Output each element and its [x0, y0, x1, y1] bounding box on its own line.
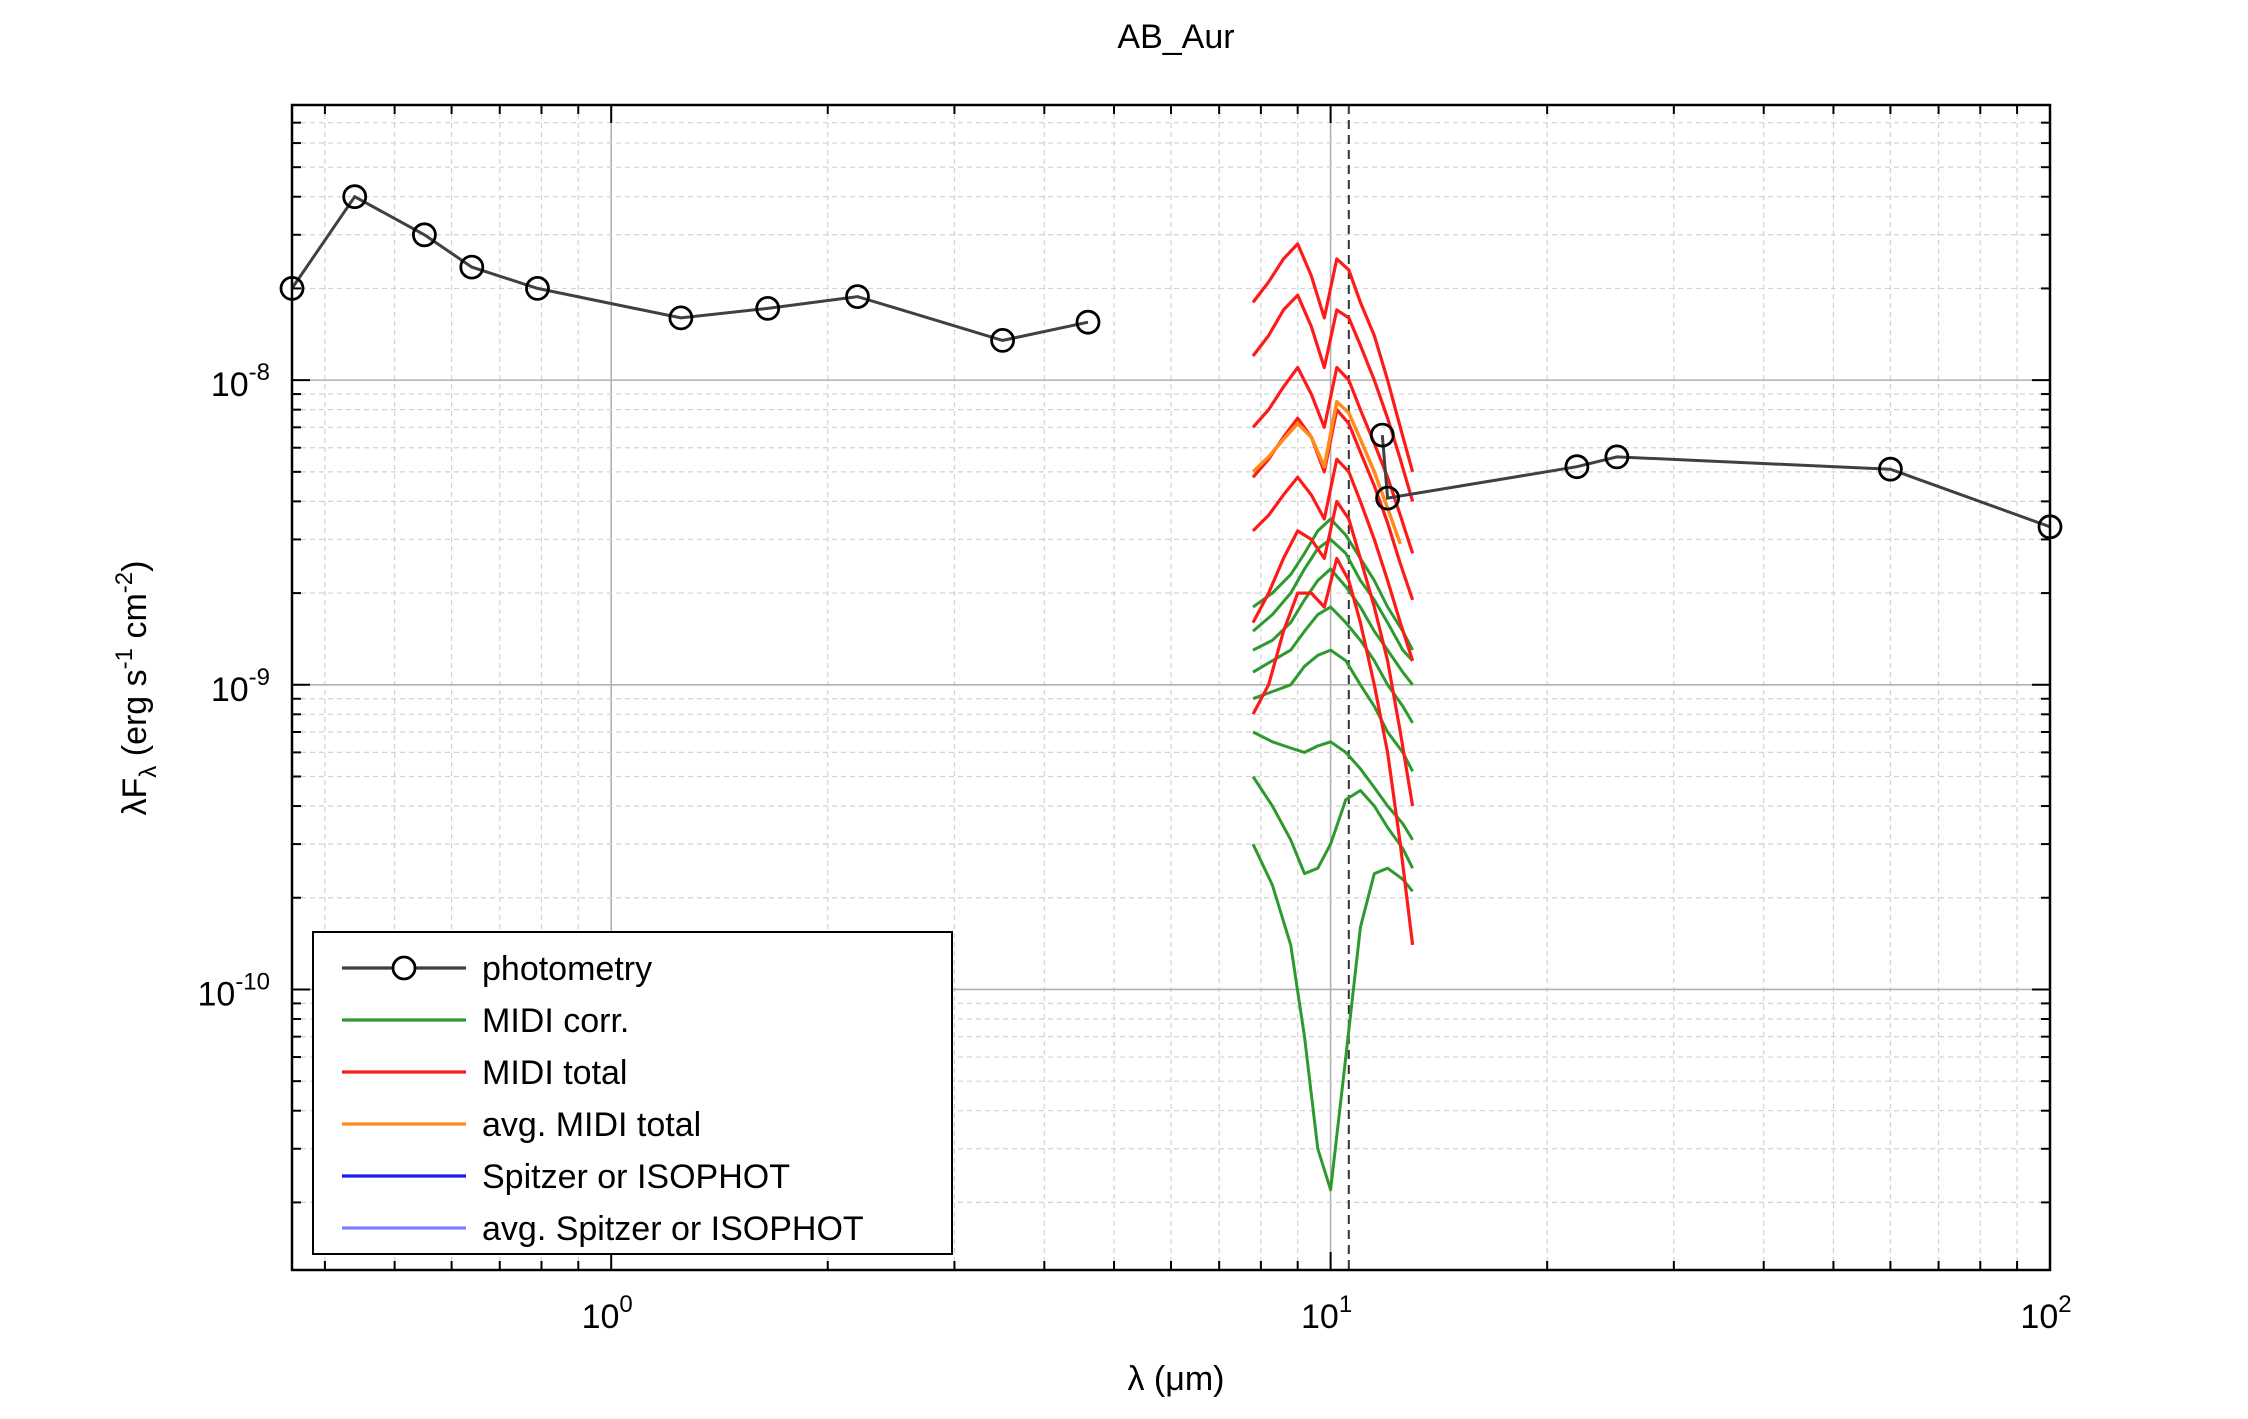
x-axis-label: λ (μm): [1127, 1360, 1224, 1398]
midi-corr-line: [1251, 843, 1414, 1192]
legend-marker: [391, 955, 417, 981]
y-tick-label: 10-8: [211, 359, 270, 404]
legend-label: avg. MIDI total: [482, 1106, 701, 1144]
legend-label: MIDI corr.: [482, 1002, 629, 1040]
midi-corr-line: [1252, 567, 1414, 686]
x-tick-label: 100: [582, 1291, 633, 1336]
x-tick-label: 102: [2020, 1291, 2071, 1336]
legend-label: MIDI total: [482, 1054, 627, 1092]
legend-label: Spitzer or ISOPHOT: [482, 1158, 790, 1196]
photometry-point: [459, 254, 485, 280]
midi-total-line: [1251, 242, 1415, 473]
photometry-point: [1369, 422, 1395, 448]
photometry-point: [845, 284, 870, 310]
photometry-point: [1878, 456, 1903, 482]
midi-corr-line: [1252, 517, 1414, 651]
midi-corr-line: [1251, 775, 1414, 876]
photometry-point: [342, 184, 368, 210]
photometry-point: [411, 222, 437, 248]
legend: photometry MIDI corr. MIDI total avg. MIDI …: [312, 931, 953, 1255]
midi-total-line: [1251, 556, 1415, 946]
chart-title: AB_Aur: [1117, 18, 1234, 56]
photometry-point: [1564, 454, 1590, 480]
midi-corr-line: [1252, 648, 1414, 772]
y-tick-label: 10-9: [211, 664, 270, 709]
axis-ticks: 100 101 102 10-10 10-9 10-8: [197, 104, 2072, 1336]
photometry-point: [990, 327, 1015, 353]
photometry-point: [1604, 444, 1630, 470]
avg-midi-total-line: [1251, 399, 1402, 545]
photometry-point: [1375, 485, 1400, 511]
midi-total-line: [1251, 457, 1415, 662]
photometry-line: [290, 194, 1089, 342]
midi-total-line: [1251, 499, 1415, 807]
photometry-point: [668, 305, 694, 331]
midi-total-line: [1251, 293, 1415, 502]
midi-corr-line: [1252, 537, 1414, 662]
y-tick-label: 10-10: [197, 968, 270, 1013]
midi-corr-line: [1252, 605, 1414, 724]
series-group: [279, 184, 2063, 1192]
legend-label: photometry: [482, 950, 652, 988]
photometry-point: [525, 275, 550, 301]
photometry-point: [755, 295, 781, 321]
legend-box: [312, 931, 953, 1255]
midi-corr-line: [1252, 730, 1414, 841]
x-tick-label: 101: [1301, 1291, 1352, 1336]
photometry-point: [1075, 309, 1101, 335]
midi-total-line: [1251, 365, 1415, 554]
legend-label: avg. Spitzer or ISOPHOT: [482, 1210, 864, 1248]
